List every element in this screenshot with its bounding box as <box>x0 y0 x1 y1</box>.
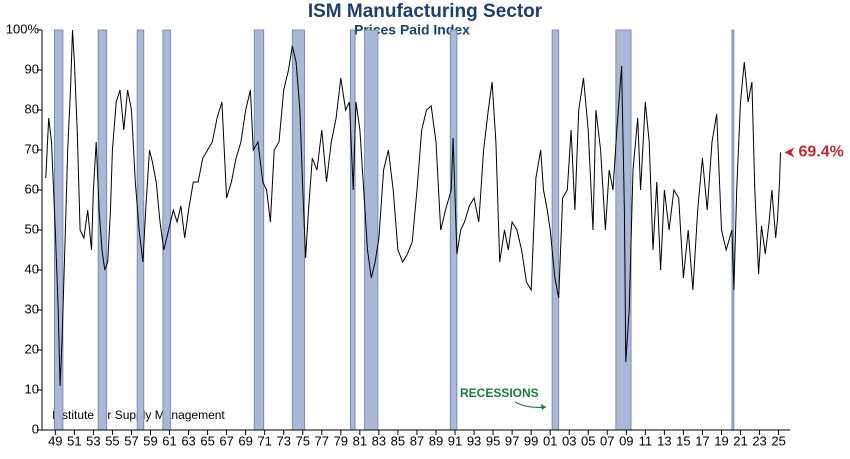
x-tick-label: 19 <box>714 433 728 448</box>
x-tick-label: 69 <box>238 433 252 448</box>
x-tick-label: 75 <box>296 433 310 448</box>
x-tick-label: 59 <box>143 433 157 448</box>
recession-label: RECESSIONS <box>460 386 539 400</box>
x-tick-label: 83 <box>372 433 386 448</box>
x-tick-label: 09 <box>619 433 633 448</box>
x-tick-label: 11 <box>639 433 653 448</box>
x-tick-label: 17 <box>695 433 709 448</box>
y-tick-label: 80 <box>25 101 39 116</box>
x-tick-label: 91 <box>448 433 462 448</box>
x-tick-label: 55 <box>105 433 119 448</box>
y-tick-label: 30 <box>25 301 39 316</box>
recession-band <box>615 29 632 431</box>
x-tick-label: 07 <box>600 433 614 448</box>
annotation-arrowhead <box>541 404 546 410</box>
latest-segment <box>779 152 781 183</box>
x-tick-label: 49 <box>48 433 62 448</box>
x-tick-label: 73 <box>276 433 290 448</box>
y-tick-label: 100% <box>6 21 40 36</box>
x-tick-label: 89 <box>429 433 443 448</box>
x-tick-label: 65 <box>200 433 214 448</box>
y-tick-label: 10 <box>25 381 39 396</box>
recession-band <box>136 29 145 431</box>
x-tick-label: 25 <box>771 433 785 448</box>
x-tick-label: 87 <box>410 433 424 448</box>
x-tick-label: 03 <box>562 433 576 448</box>
x-tick-label: 95 <box>486 433 500 448</box>
x-tick-label: 81 <box>353 433 367 448</box>
x-tick-label: 85 <box>391 433 405 448</box>
recession-band <box>349 29 356 431</box>
y-tick-label: 20 <box>25 341 39 356</box>
x-tick-label: 67 <box>219 433 233 448</box>
chart-title: ISM Manufacturing Sector <box>308 1 543 22</box>
x-tick-label: 15 <box>676 433 690 448</box>
x-tick-label: 53 <box>86 433 100 448</box>
x-tick-label: 77 <box>315 433 329 448</box>
recession-band <box>162 29 171 431</box>
y-tick-label: 70 <box>25 141 39 156</box>
x-tick-label: 97 <box>505 433 519 448</box>
x-tick-label: 21 <box>733 433 747 448</box>
recession-band <box>551 29 560 431</box>
x-tick-label: 93 <box>467 433 481 448</box>
x-tick-label: 01 <box>543 433 557 448</box>
x-tick-label: 79 <box>334 433 348 448</box>
x-tick-label: 99 <box>524 433 538 448</box>
x-tick-label: 71 <box>257 433 271 448</box>
recession-band <box>253 29 265 431</box>
latest-label: 69.4% <box>798 144 843 161</box>
latest-arrow <box>784 147 795 158</box>
price-line <box>45 29 780 387</box>
y-tick-label: 0 <box>32 421 39 436</box>
x-tick-label: 51 <box>67 433 81 448</box>
x-tick-label: 63 <box>181 433 195 448</box>
y-tick-label: 60 <box>25 181 39 196</box>
chart-subtitle: Prices Paid Index <box>354 22 470 38</box>
y-tick-label: 40 <box>25 261 39 276</box>
x-tick-label: 57 <box>124 433 138 448</box>
y-tick-label: 90 <box>25 61 39 76</box>
recession-band <box>97 29 108 431</box>
y-tick-label: 50 <box>25 221 39 236</box>
x-tick-label: 23 <box>752 433 766 448</box>
x-tick-label: 13 <box>657 433 671 448</box>
x-tick-label: 05 <box>581 433 595 448</box>
x-tick-label: 61 <box>162 433 176 448</box>
